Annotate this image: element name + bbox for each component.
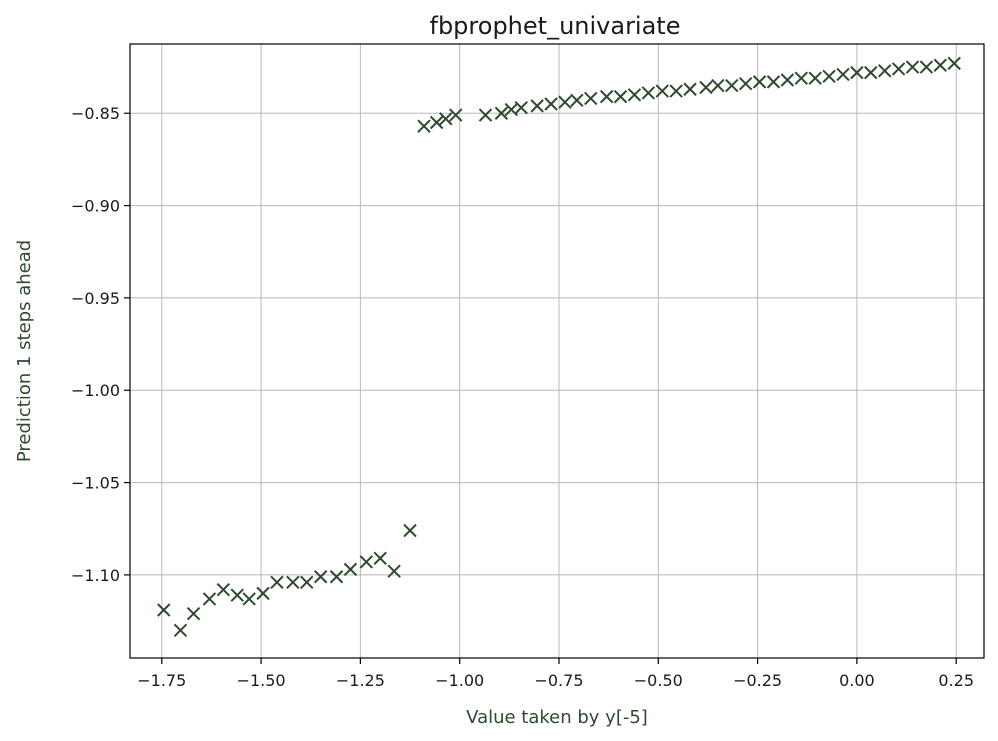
data-point bbox=[256, 586, 270, 601]
x-tick-label: 0.25 bbox=[938, 671, 974, 690]
data-point bbox=[494, 106, 509, 120]
y-tick-label: −1.10 bbox=[71, 566, 120, 585]
data-point bbox=[683, 82, 697, 96]
data-point bbox=[752, 75, 767, 89]
data-point bbox=[947, 56, 961, 71]
y-tick-label: −1.00 bbox=[71, 381, 120, 400]
data-point bbox=[711, 78, 725, 93]
data-point bbox=[558, 95, 572, 109]
data-point bbox=[329, 570, 344, 584]
data-point bbox=[216, 582, 231, 597]
data-point bbox=[417, 119, 431, 133]
data-point bbox=[313, 570, 328, 584]
data-point bbox=[186, 606, 201, 621]
data-points bbox=[157, 56, 961, 638]
data-point bbox=[173, 623, 188, 638]
data-point bbox=[530, 99, 544, 113]
data-point bbox=[766, 75, 781, 89]
data-point bbox=[230, 588, 244, 602]
x-axis-ticks: −1.75 −1.50 −1.25 −1.00 −0.75 −0.50 −0.25 0.00 0… bbox=[137, 658, 974, 690]
y-tick-label: −1.05 bbox=[71, 474, 120, 493]
data-point bbox=[343, 562, 358, 577]
data-point bbox=[242, 592, 256, 606]
data-point bbox=[387, 564, 401, 578]
data-point bbox=[373, 551, 387, 565]
x-tick-label: −1.00 bbox=[435, 671, 484, 690]
data-point bbox=[449, 108, 463, 122]
data-point bbox=[286, 575, 300, 589]
x-tick-label: −0.50 bbox=[634, 671, 683, 690]
data-point bbox=[270, 575, 284, 589]
data-point bbox=[738, 76, 753, 91]
data-point bbox=[157, 603, 171, 617]
data-point bbox=[544, 97, 558, 111]
data-point bbox=[725, 78, 739, 93]
data-point bbox=[850, 65, 864, 80]
data-point bbox=[359, 555, 374, 569]
data-point bbox=[641, 86, 656, 100]
data-point bbox=[794, 71, 808, 85]
data-point bbox=[808, 71, 822, 85]
data-point bbox=[669, 84, 683, 98]
data-point bbox=[864, 65, 878, 80]
data-point bbox=[202, 592, 217, 606]
data-point bbox=[919, 60, 934, 74]
data-point bbox=[877, 64, 892, 78]
data-point bbox=[933, 58, 948, 72]
data-point bbox=[891, 62, 906, 76]
data-point bbox=[627, 88, 642, 102]
data-point bbox=[822, 69, 836, 84]
grid-lines bbox=[130, 44, 984, 658]
y-tick-label: −0.90 bbox=[71, 197, 120, 216]
y-axis-ticks: −0.85 −0.90 −0.95 −1.00 −1.05 −1.10 bbox=[71, 104, 130, 585]
data-point bbox=[836, 67, 850, 82]
data-point bbox=[584, 91, 598, 106]
x-tick-label: −1.50 bbox=[237, 671, 286, 690]
data-point bbox=[570, 93, 584, 108]
data-point bbox=[613, 89, 628, 104]
data-point bbox=[655, 84, 669, 98]
x-tick-label: −1.75 bbox=[137, 671, 186, 690]
y-axis-label: Prediction 1 steps ahead bbox=[14, 240, 35, 462]
data-point bbox=[403, 523, 417, 538]
y-tick-label: −0.95 bbox=[71, 289, 120, 308]
x-tick-label: 0.00 bbox=[839, 671, 875, 690]
x-tick-label: −0.75 bbox=[534, 671, 583, 690]
y-tick-label: −0.85 bbox=[71, 104, 120, 123]
x-axis-label: Value taken by y[-5] bbox=[466, 707, 648, 728]
data-point bbox=[905, 60, 920, 74]
data-point bbox=[780, 73, 795, 87]
data-point bbox=[699, 80, 713, 95]
data-point bbox=[439, 112, 453, 126]
data-point bbox=[300, 575, 314, 589]
data-point bbox=[478, 108, 493, 122]
x-tick-label: −1.25 bbox=[336, 671, 385, 690]
data-point bbox=[599, 89, 614, 104]
x-tick-label: −0.25 bbox=[733, 671, 782, 690]
data-point bbox=[429, 115, 444, 130]
plot-frame bbox=[129, 43, 985, 659]
chart-title: fbprophet_univariate bbox=[430, 12, 681, 40]
data-point bbox=[514, 101, 528, 115]
